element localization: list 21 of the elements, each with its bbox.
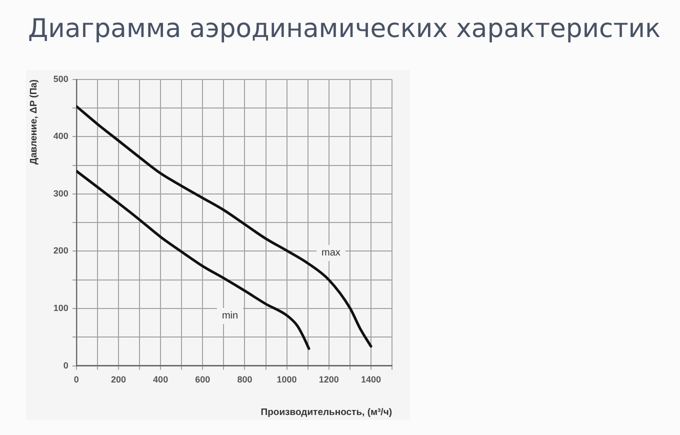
x-tick-label: 1400 bbox=[360, 374, 381, 385]
x-tick-label: 1000 bbox=[276, 374, 297, 385]
y-tick-label: 200 bbox=[53, 246, 68, 256]
y-tick-label: 300 bbox=[53, 188, 68, 198]
chart-title: Диаграмма аэродинамических характеристик bbox=[28, 14, 661, 45]
line-series bbox=[76, 105, 372, 348]
y-axis-title: Давление, ΔP (Па) bbox=[28, 79, 40, 165]
x-tick-label: 400 bbox=[153, 374, 168, 385]
x-tick-label: 1200 bbox=[318, 374, 339, 385]
x-tick-label: 800 bbox=[237, 374, 252, 385]
annotation: max bbox=[322, 248, 340, 259]
y-tick-label: 0 bbox=[63, 360, 68, 370]
y-tick-label: 500 bbox=[53, 74, 68, 84]
y-tick-label: 100 bbox=[53, 303, 68, 314]
line-series bbox=[76, 170, 310, 350]
x-axis-title: Производительность, (м³/ч) bbox=[260, 406, 392, 418]
x-tick-label: 0 bbox=[74, 374, 79, 385]
y-tick-label: 400 bbox=[53, 131, 68, 142]
x-tick-label: 200 bbox=[110, 374, 126, 385]
x-tick-label: 600 bbox=[195, 374, 210, 385]
annotation: min bbox=[222, 310, 238, 322]
